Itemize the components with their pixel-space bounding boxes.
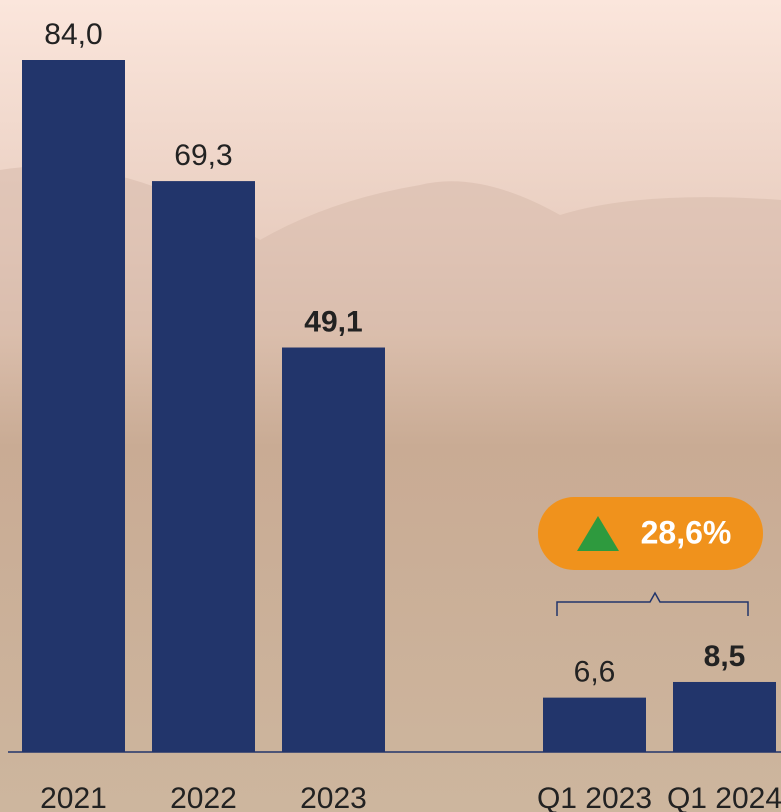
- value-label: 6,6: [574, 656, 616, 689]
- x-tick-label: 2021: [40, 782, 107, 812]
- value-label: 8,5: [704, 640, 746, 673]
- value-label: 69,3: [174, 139, 232, 172]
- value-label: 84,0: [44, 18, 102, 51]
- bar: [543, 698, 646, 752]
- x-tick-label: Q1 2023: [537, 782, 652, 812]
- bar: [22, 60, 125, 752]
- chart: 84,0 2021 69,3 2022 49,1 2023 6,6 Q1 2023 8,5 Q1 …: [0, 0, 781, 812]
- bar: [152, 181, 255, 752]
- bar: [673, 682, 776, 752]
- x-tick-label: Q1 2024: [667, 782, 781, 812]
- page: {"chart_data": {"type": "bar", "categori…: [0, 0, 781, 812]
- annotation-text: 28,6%: [641, 514, 732, 550]
- value-label: 49,1: [304, 306, 362, 339]
- bar: [282, 348, 385, 752]
- x-tick-label: 2022: [170, 782, 237, 812]
- x-tick-label: 2023: [300, 782, 367, 812]
